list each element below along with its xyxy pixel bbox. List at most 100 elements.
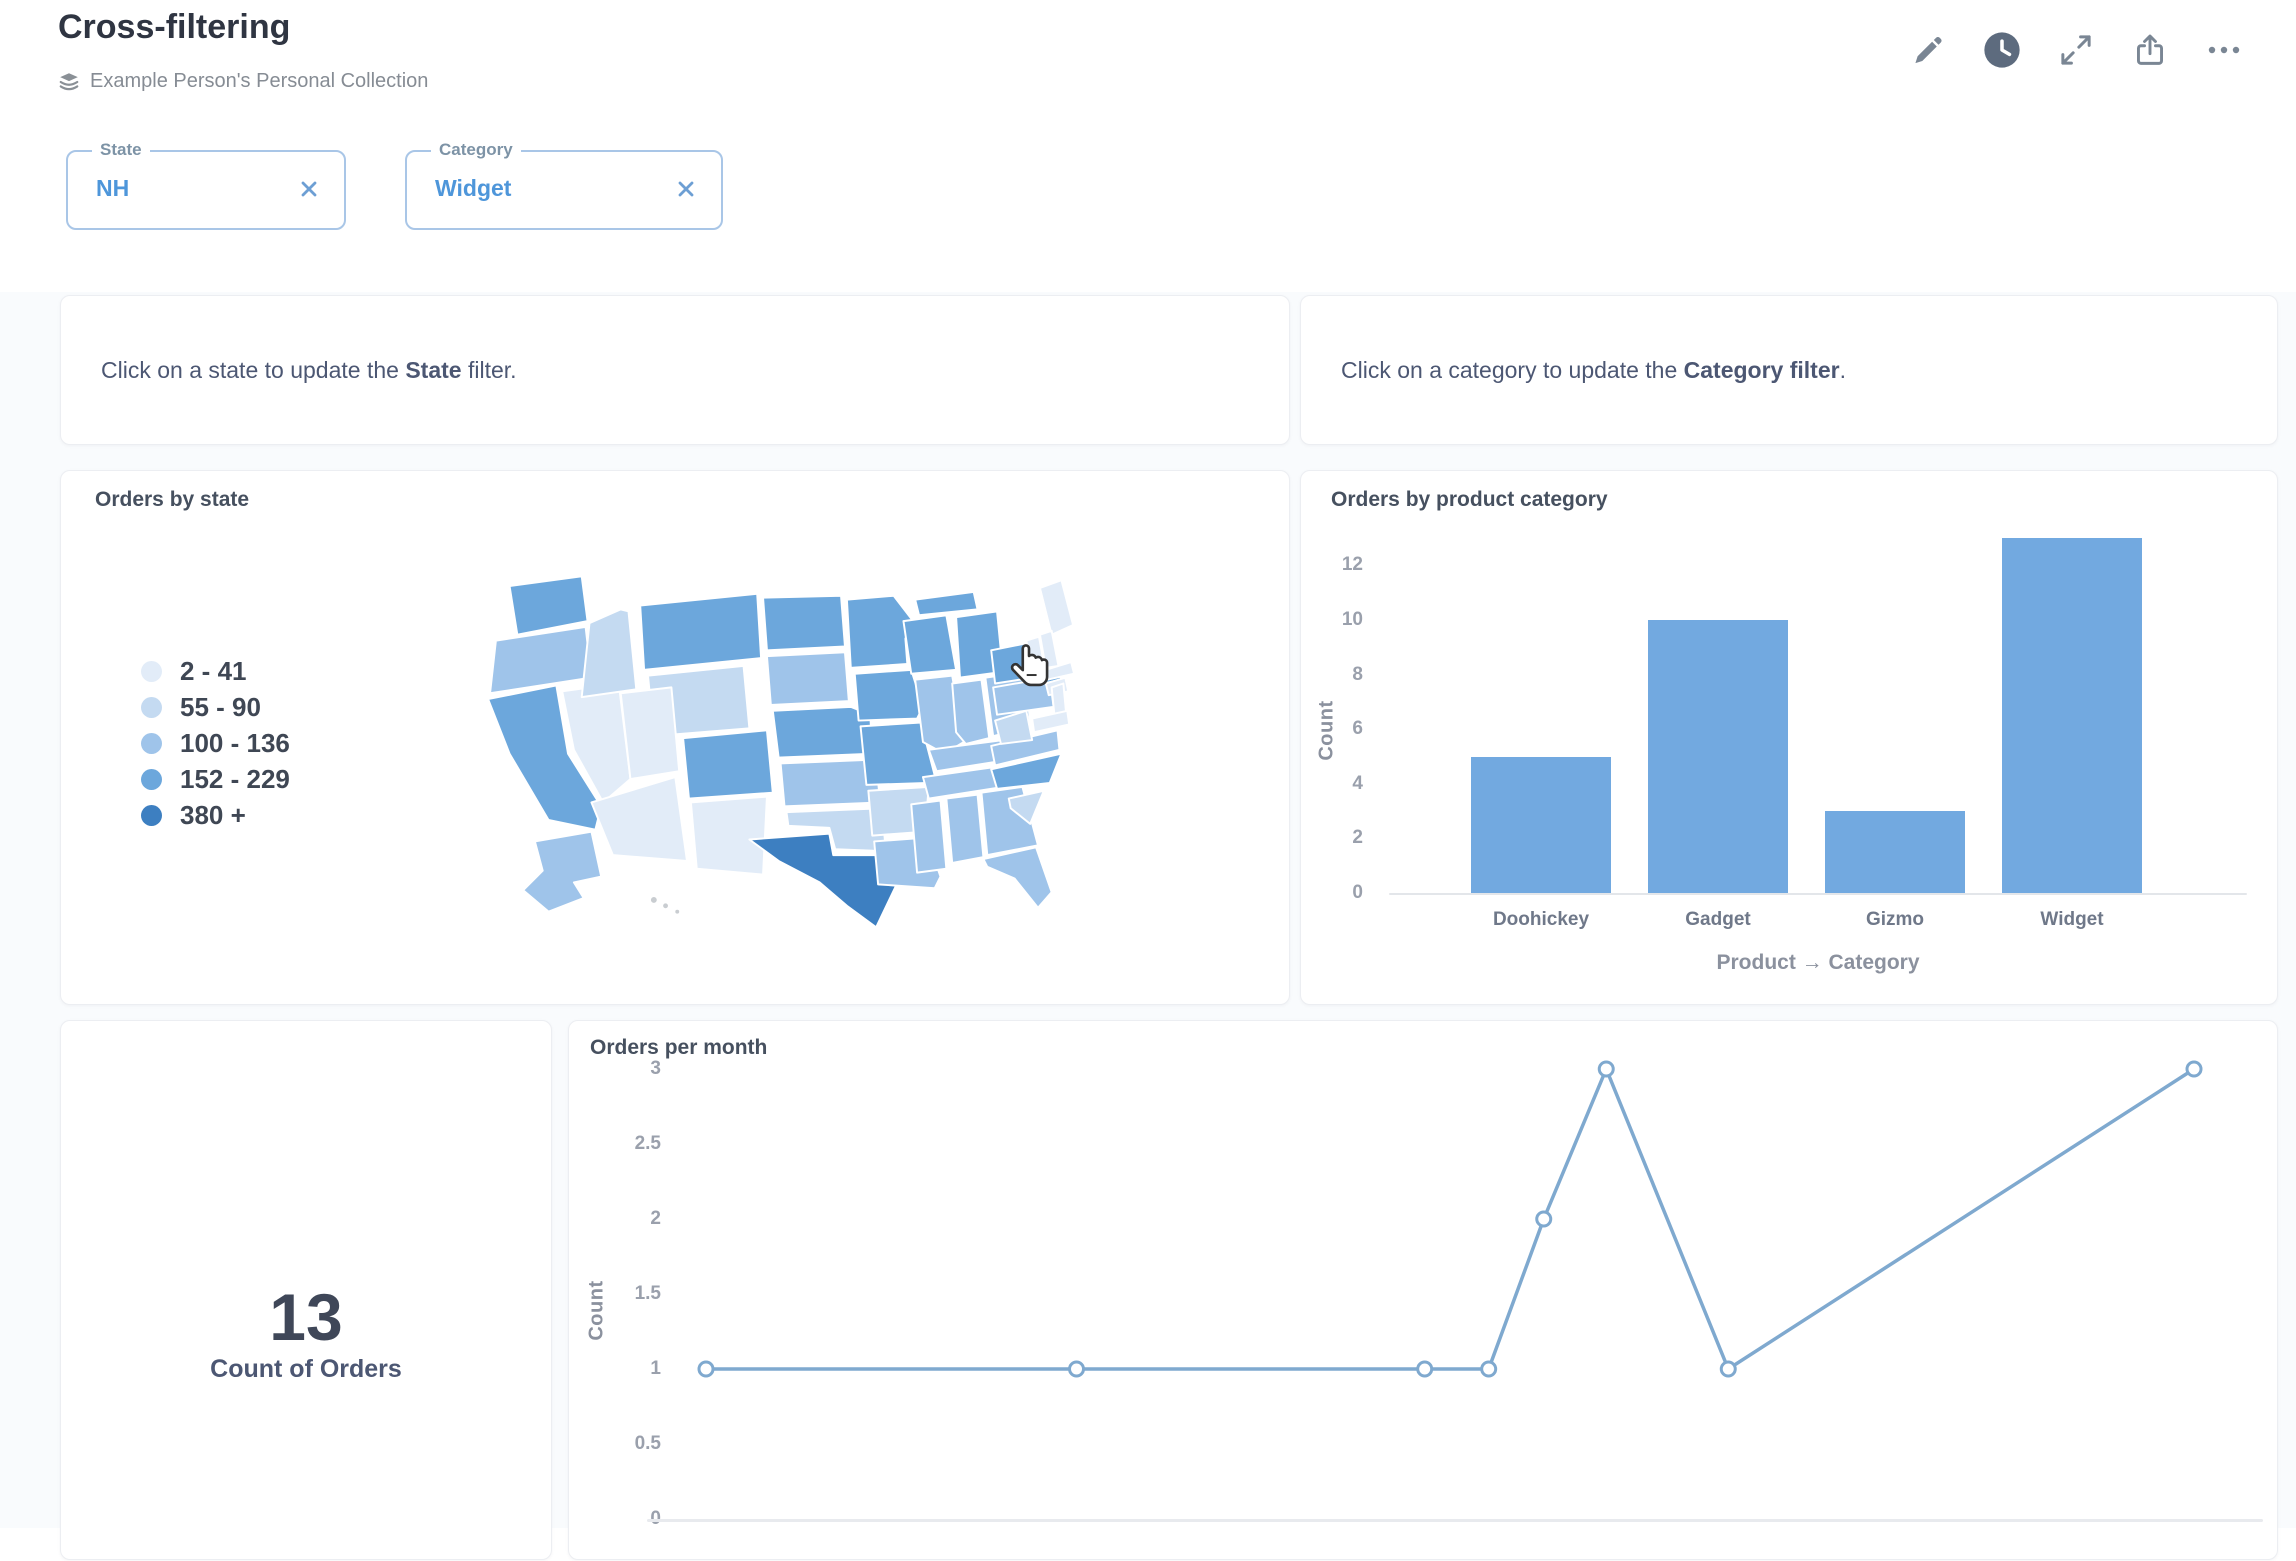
state-ME[interactable] [1038, 579, 1075, 636]
line-data-point[interactable] [697, 1360, 715, 1378]
legend-color-dot [141, 696, 162, 718]
line-data-point[interactable] [1416, 1360, 1434, 1378]
orders-per-month-card: Orders per month Count 00.511.522.53 [568, 1020, 2278, 1560]
line-data-point[interactable] [1480, 1360, 1498, 1378]
state-HI[interactable] [673, 907, 682, 916]
bar-y-tick: 4 [1352, 772, 1363, 794]
line-data-point[interactable] [1719, 1360, 1737, 1378]
state-WV[interactable] [994, 709, 1034, 745]
orders-by-category-card: Orders by product category Count 0 2 4 6 8 10… [1300, 470, 2278, 1005]
state-FL[interactable] [982, 846, 1053, 909]
state-SD[interactable] [765, 651, 850, 706]
line-data-point[interactable] [2185, 1060, 2203, 1078]
state-VA[interactable] [990, 729, 1061, 767]
fullscreen-expand-icon[interactable] [2056, 30, 2096, 70]
line-y-tick: 2.5 [634, 1133, 661, 1154]
state-AL[interactable] [945, 793, 985, 864]
state-WA[interactable] [508, 575, 589, 636]
hand-pointer-cursor-icon [1007, 643, 1053, 694]
line-chart-plot[interactable] [569, 1021, 2279, 1561]
line-data-point[interactable] [1535, 1210, 1553, 1228]
legend-row: 2 - 41 [141, 653, 290, 689]
legend-color-dot [141, 804, 162, 826]
bar-gadget[interactable] [1648, 620, 1788, 893]
share-export-icon[interactable] [2130, 30, 2170, 70]
collection-name: Example Person's Personal Collection [90, 70, 429, 92]
scalar-label: Count of Orders [210, 1355, 402, 1383]
line-y-tick: 1 [650, 1358, 661, 1379]
state-filter[interactable]: State NH [66, 140, 346, 230]
bar-y-tick: 6 [1352, 718, 1363, 740]
bar-x-tick: Gadget [1685, 909, 1751, 930]
count-of-orders-card[interactable]: 13 Count of Orders [60, 1020, 552, 1560]
state-TX[interactable] [748, 832, 899, 929]
state-MD[interactable] [1031, 709, 1071, 734]
legend-label: 2 - 41 [180, 655, 247, 686]
bar-x-tick: Widget [2040, 909, 2104, 930]
legend-row: 55 - 90 [141, 689, 290, 725]
line-y-tick: 1.5 [634, 1283, 661, 1304]
map-card-title: Orders by state [95, 488, 250, 511]
state-ND[interactable] [762, 594, 846, 652]
scalar-value: 13 [269, 1280, 343, 1354]
legend-label: 380 + [180, 799, 246, 830]
header-actions [1908, 30, 2244, 70]
state-OR[interactable] [489, 625, 593, 695]
category-text-card: Click on a category to update the Catego… [1300, 295, 2278, 445]
edit-pencil-icon[interactable] [1908, 30, 1948, 70]
state-filter-label: State [92, 140, 150, 160]
state-filter-clear-icon[interactable] [294, 174, 324, 204]
state-MS[interactable] [910, 799, 948, 874]
breadcrumb[interactable]: Example Person's Personal Collection [58, 70, 428, 93]
state-NM[interactable] [689, 795, 768, 876]
state-text: Click on a state to update the State fil… [101, 356, 517, 383]
bar-widget[interactable] [2002, 538, 2142, 894]
line-card-title: Orders per month [590, 1036, 768, 1059]
map-legend: 2 - 41 55 - 90 100 - 136 152 - 229 380 + [141, 653, 290, 833]
state-AZ[interactable] [590, 776, 688, 862]
legend-row: 380 + [141, 797, 290, 833]
state-MN[interactable] [845, 594, 915, 669]
bar-gizmo[interactable] [1825, 811, 1965, 894]
more-options-icon[interactable] [2204, 30, 2244, 70]
history-clock-icon[interactable] [1982, 30, 2022, 70]
page-title: Cross-filtering [58, 8, 291, 46]
line-y-tick: 0.5 [634, 1433, 661, 1454]
state-IA[interactable] [853, 668, 924, 722]
state-SC[interactable] [1007, 789, 1045, 825]
bar-y-tick: 0 [1352, 882, 1363, 903]
state-ID[interactable] [580, 608, 638, 699]
state-WI[interactable] [902, 614, 958, 675]
category-filter-clear-icon[interactable] [671, 174, 701, 204]
legend-label: 100 - 136 [180, 727, 290, 758]
line-x-axis-line [647, 1519, 2263, 1522]
category-filter[interactable]: Category Widget [405, 140, 723, 230]
legend-color-dot [141, 660, 162, 682]
state-filter-value[interactable]: NH [96, 175, 130, 201]
line-data-point[interactable] [1068, 1360, 1086, 1378]
bar-y-tick: 2 [1352, 827, 1363, 849]
state-AK[interactable] [522, 830, 603, 913]
bar-doohickey[interactable] [1471, 756, 1611, 894]
category-filter-value[interactable]: Widget [435, 175, 512, 201]
bar-x-tick: Gizmo [1865, 909, 1925, 930]
line-y-tick: 3 [650, 1058, 661, 1079]
line-data-point[interactable] [1597, 1060, 1615, 1078]
state-MI-upper[interactable] [914, 590, 979, 617]
legend-row: 152 - 229 [141, 761, 290, 797]
state-UT[interactable] [619, 686, 681, 781]
state-MT[interactable] [639, 592, 763, 671]
line-chart-yticks: 0 0.5 1 1.5 2 2.5 3 [569, 1021, 2277, 1559]
bar-y-tick: 8 [1352, 663, 1363, 685]
state-IN[interactable] [951, 678, 991, 745]
state-NC[interactable] [990, 752, 1063, 790]
state-HI[interactable] [648, 895, 659, 905]
state-HI[interactable] [661, 901, 670, 911]
legend-label: 152 - 229 [180, 763, 290, 794]
line-series [706, 1064, 2195, 1372]
state-CO[interactable] [682, 729, 774, 800]
bar-chart-plot[interactable]: 0 2 4 6 8 10 12 Doohickey Gadget Gizmo Widget [1301, 471, 2277, 1004]
us-choropleth-map[interactable] [453, 547, 1077, 937]
legend-label: 55 - 90 [180, 691, 261, 722]
legend-color-dot [141, 768, 162, 790]
